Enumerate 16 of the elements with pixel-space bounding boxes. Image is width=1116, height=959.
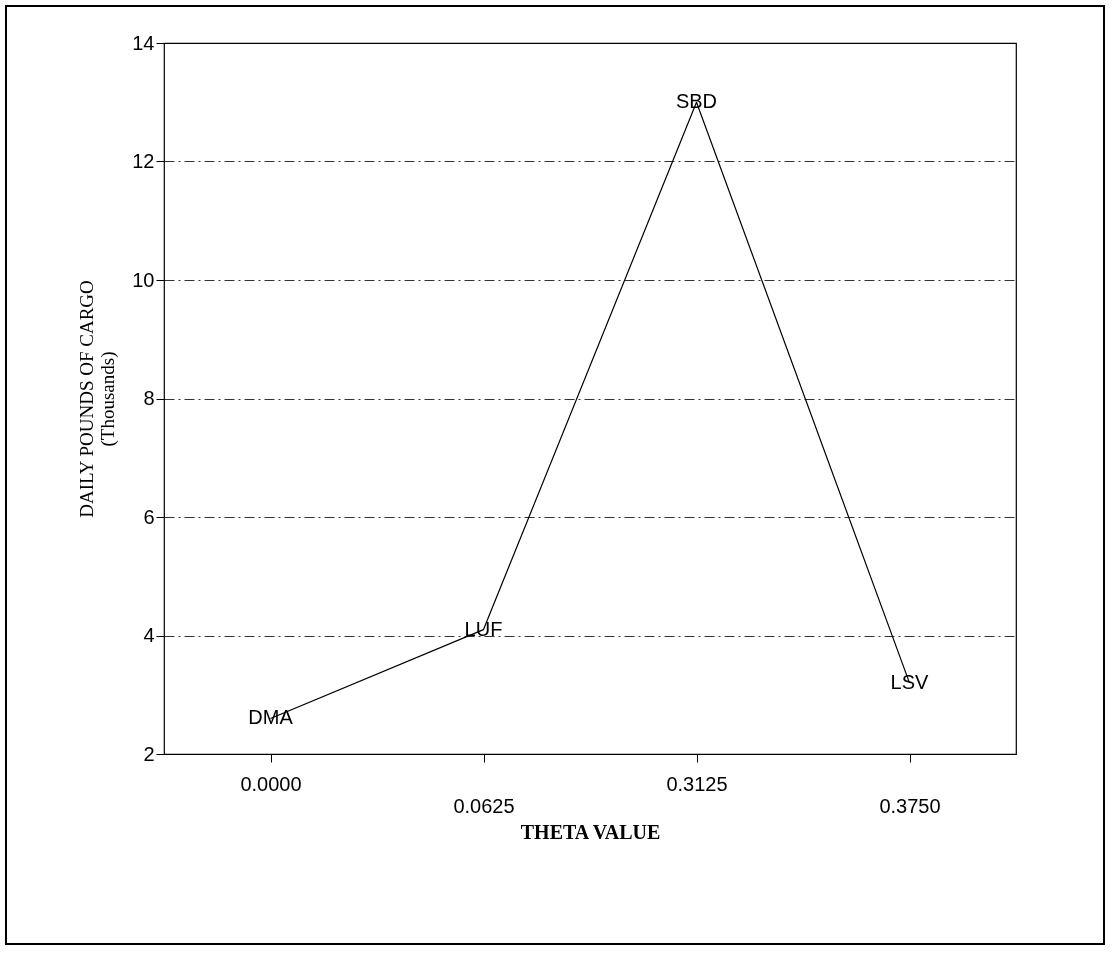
x-axis-title: THETA VALUE (520, 820, 661, 843)
y-axis-title: DAILY POUNDS OF CARGO (Thousands) (76, 280, 120, 518)
y-tick-label: 12 (132, 150, 155, 172)
x-tick-label: 0.3750 (879, 794, 941, 817)
x-tick-label: 0.0625 (453, 794, 515, 817)
y-tick-label: 4 (143, 624, 155, 646)
annotation: SBD (675, 90, 718, 113)
x-tick-label: 0.0000 (240, 772, 302, 795)
annotation: DMA (248, 706, 294, 729)
annotation: LSV (890, 670, 930, 693)
y-tick-label: 14 (132, 31, 155, 54)
y-tick-label: 10 (132, 268, 155, 291)
y-tick-label: 8 (143, 387, 155, 409)
y-tick-label: 2 (143, 742, 155, 765)
y-tick-label: 6 (143, 505, 155, 528)
x-tick-label: 0.3125 (666, 772, 728, 795)
